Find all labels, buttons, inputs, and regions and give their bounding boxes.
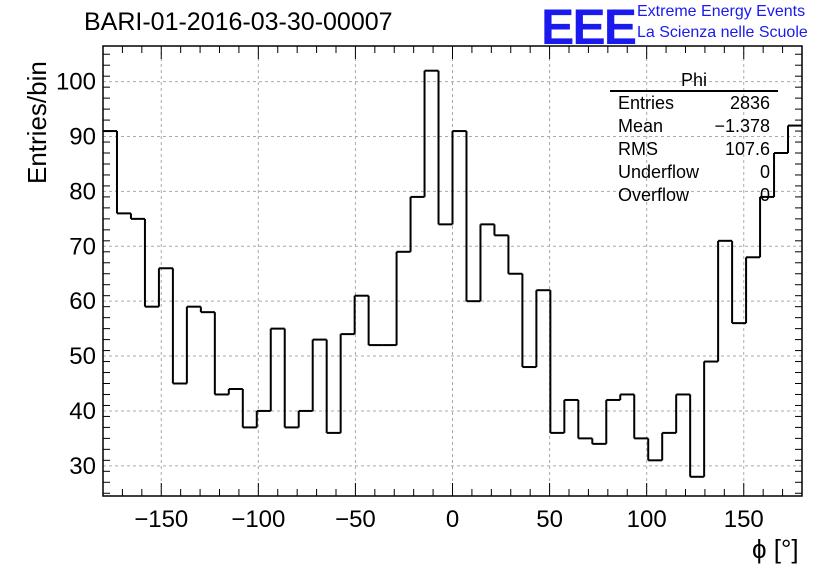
logo-line-2: La Scienza nelle Scuole	[637, 24, 808, 41]
stats-label: Mean	[618, 116, 664, 136]
x-tick-label: −100	[231, 506, 285, 533]
y-tick-label: 30	[69, 453, 96, 480]
stats-value: 2836	[729, 93, 770, 113]
stats-value: −1.378	[714, 116, 770, 136]
x-tick-label: 100	[627, 506, 667, 533]
stats-label: Entries	[618, 93, 675, 113]
y-tick-label: 70	[69, 233, 96, 260]
stats-value: 107.6	[724, 139, 770, 159]
x-tick-label: 150	[724, 506, 764, 533]
x-axis-label: ϕ [°]	[752, 534, 799, 564]
stats-label: RMS	[618, 139, 658, 159]
x-tick-label: 0	[446, 506, 459, 533]
y-tick-label: 100	[56, 69, 96, 96]
x-tick-label: −150	[134, 506, 188, 533]
y-tick-label: 60	[69, 288, 96, 315]
logo-line-1: Extreme Energy Events	[637, 3, 806, 20]
eee-logo-mark: EEE	[541, 0, 637, 55]
y-axis-label: Entries/bin	[22, 61, 52, 184]
stats-row-rms: RMS 107.6	[610, 138, 778, 161]
stats-box: Phi Entries 2836 Mean −1.378 RMS 107.6 U…	[610, 70, 778, 207]
y-tick-label: 50	[69, 343, 96, 370]
stats-value: 0	[759, 185, 770, 205]
stats-row-mean: Mean −1.378	[610, 115, 778, 138]
chart-title: BARI-01-2016-03-30-00007	[84, 8, 393, 36]
stats-row-entries: Entries 2836	[610, 92, 778, 115]
y-tick-label: 40	[69, 398, 96, 425]
y-tick-label: 80	[69, 178, 96, 205]
stats-row-overflow: Overflow 0	[610, 184, 778, 207]
stats-label: Overflow	[618, 185, 690, 205]
stats-title: Phi	[610, 70, 778, 92]
stats-value: 0	[759, 162, 770, 182]
y-tick-label: 90	[69, 124, 96, 151]
stats-label: Underflow	[618, 162, 700, 182]
x-tick-label: 50	[536, 506, 563, 533]
x-tick-label: −50	[335, 506, 376, 533]
stats-row-underflow: Underflow 0	[610, 161, 778, 184]
